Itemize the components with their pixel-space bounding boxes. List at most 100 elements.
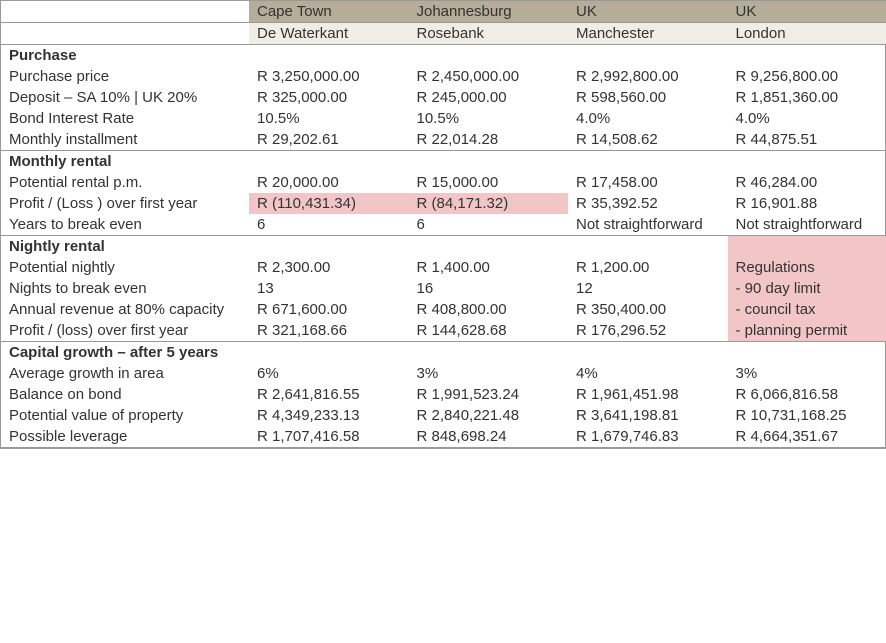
row-cell: R 3,641,198.81 — [568, 405, 728, 426]
section-title-row: Monthly rental — [1, 151, 886, 173]
row-cell: R 1,851,360.00 — [728, 87, 886, 108]
row-cell: R 35,392.52 — [568, 193, 728, 214]
row-cell: 3% — [728, 363, 886, 384]
section-title-empty — [568, 236, 728, 258]
section-title-empty — [568, 342, 728, 364]
row-label: Profit / (Loss ) over first year — [1, 193, 249, 214]
row-cell: 16 — [409, 278, 569, 299]
table-row: Potential value of propertyR 4,349,233.1… — [1, 405, 886, 426]
row-cell: R 176,296.52 — [568, 320, 728, 342]
row-cell: - council tax — [728, 299, 886, 320]
section-title-row: Capital growth – after 5 years — [1, 342, 886, 364]
section-title: Monthly rental — [1, 151, 249, 173]
row-label: Profit / (loss) over first year — [1, 320, 249, 342]
row-cell: 4% — [568, 363, 728, 384]
row-cell: 10.5% — [249, 108, 409, 129]
row-cell: R 408,800.00 — [409, 299, 569, 320]
row-label: Potential nightly — [1, 257, 249, 278]
row-cell: R 4,349,233.13 — [249, 405, 409, 426]
row-cell: Regulations — [728, 257, 886, 278]
row-cell: R 321,168.66 — [249, 320, 409, 342]
header-blank — [1, 1, 249, 23]
header-area-3: London — [728, 23, 886, 45]
section-title: Purchase — [1, 45, 249, 67]
row-cell: R 16,901.88 — [728, 193, 886, 214]
table-row: Nights to break even131612- 90 day limit — [1, 278, 886, 299]
row-cell: R 46,284.00 — [728, 172, 886, 193]
row-cell: - planning permit — [728, 320, 886, 342]
section-title-empty — [249, 236, 409, 258]
row-label: Potential value of property — [1, 405, 249, 426]
section-title-empty — [728, 151, 886, 173]
row-cell: 12 — [568, 278, 728, 299]
row-cell: R 1,707,416.58 — [249, 426, 409, 448]
header-blank — [1, 23, 249, 45]
row-cell: R 6,066,816.58 — [728, 384, 886, 405]
row-cell: R 1,679,746.83 — [568, 426, 728, 448]
section-title-empty — [249, 151, 409, 173]
comparison-table: Cape Town Johannesburg UK UK De Waterkan… — [1, 1, 886, 448]
row-cell: R 44,875.51 — [728, 129, 886, 151]
section-title-empty — [568, 151, 728, 173]
header-city-1: Johannesburg — [409, 1, 569, 23]
table-row: Profit / (Loss ) over first yearR (110,4… — [1, 193, 886, 214]
table-row: Years to break even66Not straightforward… — [1, 214, 886, 236]
row-cell: R 22,014.28 — [409, 129, 569, 151]
row-cell: R 20,000.00 — [249, 172, 409, 193]
row-cell: 4.0% — [568, 108, 728, 129]
section-title-empty — [409, 236, 569, 258]
row-cell: R 17,458.00 — [568, 172, 728, 193]
row-cell: R 2,450,000.00 — [409, 66, 569, 87]
row-label: Monthly installment — [1, 129, 249, 151]
row-cell: R 1,200.00 — [568, 257, 728, 278]
table-row: Bond Interest Rate10.5%10.5%4.0%4.0% — [1, 108, 886, 129]
row-cell: R 350,400.00 — [568, 299, 728, 320]
section-title-row: Nightly rental — [1, 236, 886, 258]
row-label: Possible leverage — [1, 426, 249, 448]
row-cell: R 4,664,351.67 — [728, 426, 886, 448]
section-title-empty — [728, 45, 886, 67]
row-cell: R 15,000.00 — [409, 172, 569, 193]
row-cell: 3% — [409, 363, 569, 384]
row-cell: 10.5% — [409, 108, 569, 129]
row-label: Annual revenue at 80% capacity — [1, 299, 249, 320]
row-cell: R 2,641,816.55 — [249, 384, 409, 405]
header-row-area: De Waterkant Rosebank Manchester London — [1, 23, 886, 45]
header-row-city: Cape Town Johannesburg UK UK — [1, 1, 886, 23]
row-cell: R 29,202.61 — [249, 129, 409, 151]
row-cell: R 671,600.00 — [249, 299, 409, 320]
section-title: Capital growth – after 5 years — [1, 342, 249, 364]
table-row: Balance on bondR 2,641,816.55R 1,991,523… — [1, 384, 886, 405]
row-label: Balance on bond — [1, 384, 249, 405]
table-row: Possible leverageR 1,707,416.58R 848,698… — [1, 426, 886, 448]
header-city-3: UK — [728, 1, 886, 23]
row-cell: R 848,698.24 — [409, 426, 569, 448]
section-title-empty — [409, 45, 569, 67]
row-cell: R 10,731,168.25 — [728, 405, 886, 426]
table-row: Monthly installmentR 29,202.61R 22,014.2… — [1, 129, 886, 151]
row-cell: R 144,628.68 — [409, 320, 569, 342]
row-label: Nights to break even — [1, 278, 249, 299]
table-row: Profit / (loss) over first yearR 321,168… — [1, 320, 886, 342]
section-title-empty — [409, 151, 569, 173]
section-title-empty — [249, 45, 409, 67]
table-row: Average growth in area6%3%4%3% — [1, 363, 886, 384]
header-area-2: Manchester — [568, 23, 728, 45]
header-area-1: Rosebank — [409, 23, 569, 45]
row-cell: Not straightforward — [728, 214, 886, 236]
row-cell: R 1,961,451.98 — [568, 384, 728, 405]
section-title-empty — [728, 236, 886, 258]
row-label: Years to break even — [1, 214, 249, 236]
table-body: PurchasePurchase priceR 3,250,000.00R 2,… — [1, 45, 886, 448]
row-cell: R 325,000.00 — [249, 87, 409, 108]
row-cell: 4.0% — [728, 108, 886, 129]
section-title-empty — [568, 45, 728, 67]
row-label: Deposit – SA 10% | UK 20% — [1, 87, 249, 108]
row-cell: R 2,840,221.48 — [409, 405, 569, 426]
row-cell: R 14,508.62 — [568, 129, 728, 151]
section-title: Nightly rental — [1, 236, 249, 258]
table-row: Potential nightlyR 2,300.00R 1,400.00R 1… — [1, 257, 886, 278]
row-label: Average growth in area — [1, 363, 249, 384]
header-area-0: De Waterkant — [249, 23, 409, 45]
row-cell: R (84,171.32) — [409, 193, 569, 214]
